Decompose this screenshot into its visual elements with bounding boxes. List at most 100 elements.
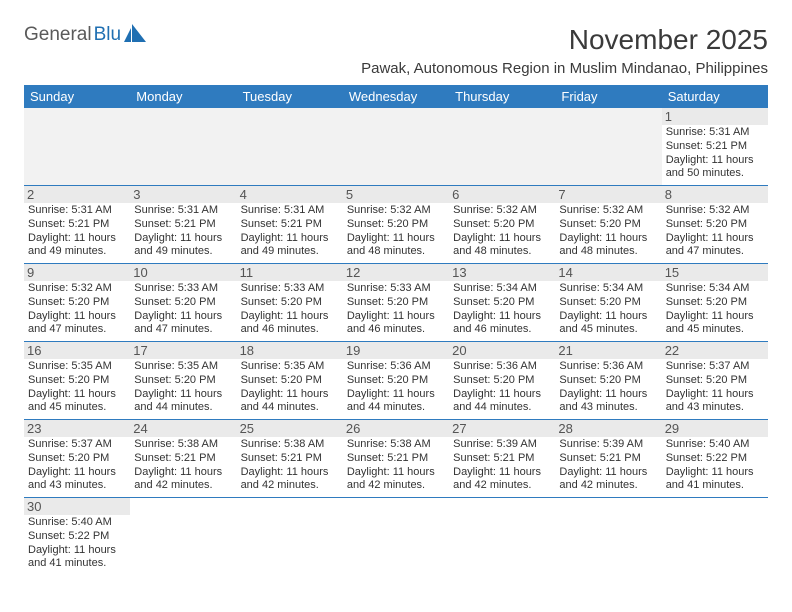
sunrise-text: Sunrise: 5:37 AM	[28, 438, 126, 452]
day-details: Sunrise: 5:35 AMSunset: 5:20 PMDaylight:…	[28, 360, 126, 415]
calendar-cell	[449, 498, 555, 576]
sunset-text: Sunset: 5:21 PM	[134, 452, 232, 466]
sunrise-text: Sunrise: 5:31 AM	[134, 204, 232, 218]
calendar-cell: 29Sunrise: 5:40 AMSunset: 5:22 PMDayligh…	[662, 420, 768, 498]
day-header: Tuesday	[237, 85, 343, 108]
sunrise-text: Sunrise: 5:40 AM	[28, 516, 126, 530]
day-details: Sunrise: 5:34 AMSunset: 5:20 PMDaylight:…	[453, 282, 551, 337]
sunrise-text: Sunrise: 5:33 AM	[241, 282, 339, 296]
day-number: 8	[662, 186, 768, 203]
daylight-text: Daylight: 11 hours and 45 minutes.	[559, 310, 657, 338]
calendar-week-row: 9Sunrise: 5:32 AM Sunset: 5:20 PM Daylight…	[24, 264, 768, 342]
calendar-cell: 26Sunrise: 5:38 AMSunset: 5:21 PMDayligh…	[343, 420, 449, 498]
calendar-week-row: 16Sunrise: 5:35 AMSunset: 5:20 PMDayligh…	[24, 342, 768, 420]
calendar-cell	[130, 108, 236, 186]
day-number: 9	[24, 264, 130, 281]
daylight-text: Daylight: 11 hours and 48 minutes.	[347, 232, 445, 260]
calendar-cell: 24Sunrise: 5:38 AMSunset: 5:21 PMDayligh…	[130, 420, 236, 498]
sunset-text: Sunset: 5:20 PM	[453, 374, 551, 388]
daylight-text: Daylight: 11 hours and 45 minutes.	[28, 388, 126, 416]
daylight-text: Daylight: 11 hours and 44 minutes.	[134, 388, 232, 416]
daylight-text: Daylight: 11 hours and 47 minutes.	[666, 232, 764, 260]
daylight-text: Daylight: 11 hours and 47 minutes.	[28, 310, 126, 338]
calendar-cell: 18Sunrise: 5:35 AMSunset: 5:20 PMDayligh…	[237, 342, 343, 420]
calendar-cell: 15Sunrise: 5:34 AMSunset: 5:20 PMDayligh…	[662, 264, 768, 342]
calendar-cell: 3Sunrise: 5:31 AMSunset: 5:21 PMDaylight…	[130, 186, 236, 264]
day-details: Sunrise: 5:37 AMSunset: 5:20 PMDaylight:…	[28, 438, 126, 493]
calendar-cell	[237, 498, 343, 576]
sunset-text: Sunset: 5:21 PM	[666, 140, 764, 154]
sunrise-text: Sunrise: 5:39 AM	[559, 438, 657, 452]
day-number: 25	[237, 420, 343, 437]
sunrise-text: Sunrise: 5:31 AM	[666, 126, 764, 140]
calendar-week-row: 23Sunrise: 5:37 AMSunset: 5:20 PMDayligh…	[24, 420, 768, 498]
calendar-cell: 14Sunrise: 5:34 AMSunset: 5:20 PMDayligh…	[555, 264, 661, 342]
day-number: 28	[555, 420, 661, 437]
calendar-week-row: 30Sunrise: 5:40 AMSunset: 5:22 PMDayligh…	[24, 498, 768, 576]
daylight-text: Daylight: 11 hours and 43 minutes.	[666, 388, 764, 416]
sunset-text: Sunset: 5:20 PM	[453, 296, 551, 310]
calendar-cell	[343, 108, 449, 186]
sunrise-text: Sunrise: 5:36 AM	[453, 360, 551, 374]
day-number: 14	[555, 264, 661, 281]
day-number: 29	[662, 420, 768, 437]
daylight-text: Daylight: 11 hours and 44 minutes.	[241, 388, 339, 416]
sunrise-text: Sunrise: 5:36 AM	[559, 360, 657, 374]
calendar-cell	[130, 498, 236, 576]
daylight-text: Daylight: 11 hours and 49 minutes.	[134, 232, 232, 260]
calendar-cell: 16Sunrise: 5:35 AMSunset: 5:20 PMDayligh…	[24, 342, 130, 420]
calendar-cell: 25Sunrise: 5:38 AMSunset: 5:21 PMDayligh…	[237, 420, 343, 498]
logo: GeneralBlu	[24, 24, 148, 46]
day-number: 4	[237, 186, 343, 203]
page-title: November 2025	[569, 24, 768, 56]
sunset-text: Sunset: 5:21 PM	[241, 452, 339, 466]
day-details: Sunrise: 5:35 AMSunset: 5:20 PMDaylight:…	[241, 360, 339, 415]
sunrise-text: Sunrise: 5:35 AM	[241, 360, 339, 374]
sunrise-text: Sunrise: 5:32 AM	[559, 204, 657, 218]
day-header: Sunday	[24, 85, 130, 108]
calendar-week-row: 1Sunrise: 5:31 AMSunset: 5:21 PMDaylight…	[24, 108, 768, 186]
day-details: Sunrise: 5:31 AMSunset: 5:21 PMDaylight:…	[28, 204, 126, 259]
calendar-cell: 12Sunrise: 5:33 AMSunset: 5:20 PMDayligh…	[343, 264, 449, 342]
day-details: Sunrise: 5:34 AMSunset: 5:20 PMDaylight:…	[559, 282, 657, 337]
day-details: Sunrise: 5:38 AMSunset: 5:21 PMDaylight:…	[241, 438, 339, 493]
day-number: 5	[343, 186, 449, 203]
sunset-text: Sunset: 5:21 PM	[241, 218, 339, 232]
calendar-cell: 27Sunrise: 5:39 AMSunset: 5:21 PMDayligh…	[449, 420, 555, 498]
day-details: Sunrise: 5:32 AMSunset: 5:20 PMDaylight:…	[347, 204, 445, 259]
daylight-text: Daylight: 11 hours and 43 minutes.	[559, 388, 657, 416]
day-number: 6	[449, 186, 555, 203]
logo-text-2: Blu	[94, 24, 121, 46]
calendar-cell	[662, 498, 768, 576]
daylight-text: Daylight: 11 hours and 41 minutes.	[28, 544, 126, 572]
calendar-cell: 28Sunrise: 5:39 AMSunset: 5:21 PMDayligh…	[555, 420, 661, 498]
daylight-text: Daylight: 11 hours and 48 minutes.	[453, 232, 551, 260]
sunset-text: Sunset: 5:20 PM	[347, 374, 445, 388]
day-details: Sunrise: 5:32 AMSunset: 5:20 PMDaylight:…	[559, 204, 657, 259]
day-header: Friday	[555, 85, 661, 108]
sunrise-text: Sunrise: 5:35 AM	[28, 360, 126, 374]
day-number: 16	[24, 342, 130, 359]
day-details: Sunrise: 5:33 AMSunset: 5:20 PMDaylight:…	[241, 282, 339, 337]
sunrise-text: Sunrise: 5:34 AM	[453, 282, 551, 296]
calendar-cell	[237, 108, 343, 186]
daylight-text: Daylight: 11 hours and 49 minutes.	[28, 232, 126, 260]
sunset-text: Sunset: 5:21 PM	[28, 218, 126, 232]
sunrise-text: Sunrise: 5:32 AM	[453, 204, 551, 218]
calendar-cell: 17Sunrise: 5:35 AMSunset: 5:20 PMDayligh…	[130, 342, 236, 420]
day-details: Sunrise: 5:38 AMSunset: 5:21 PMDaylight:…	[134, 438, 232, 493]
sunrise-text: Sunrise: 5:32 AM	[28, 282, 126, 296]
sunrise-text: Sunrise: 5:38 AM	[241, 438, 339, 452]
day-header: Thursday	[449, 85, 555, 108]
sunset-text: Sunset: 5:21 PM	[134, 218, 232, 232]
calendar-cell	[449, 108, 555, 186]
day-number: 15	[662, 264, 768, 281]
sunset-text: Sunset: 5:20 PM	[666, 296, 764, 310]
day-details: Sunrise: 5:40 AMSunset: 5:22 PMDaylight:…	[28, 516, 126, 571]
calendar-cell: 9Sunrise: 5:32 AMSunset: 5:20 PMDaylight…	[24, 264, 130, 342]
sunrise-text: Sunrise: 5:34 AM	[559, 282, 657, 296]
daylight-text: Daylight: 11 hours and 50 minutes.	[666, 154, 764, 182]
day-header: Monday	[130, 85, 236, 108]
daylight-text: Daylight: 11 hours and 47 minutes.	[134, 310, 232, 338]
calendar-cell: 1Sunrise: 5:31 AMSunset: 5:21 PMDaylight…	[662, 108, 768, 186]
